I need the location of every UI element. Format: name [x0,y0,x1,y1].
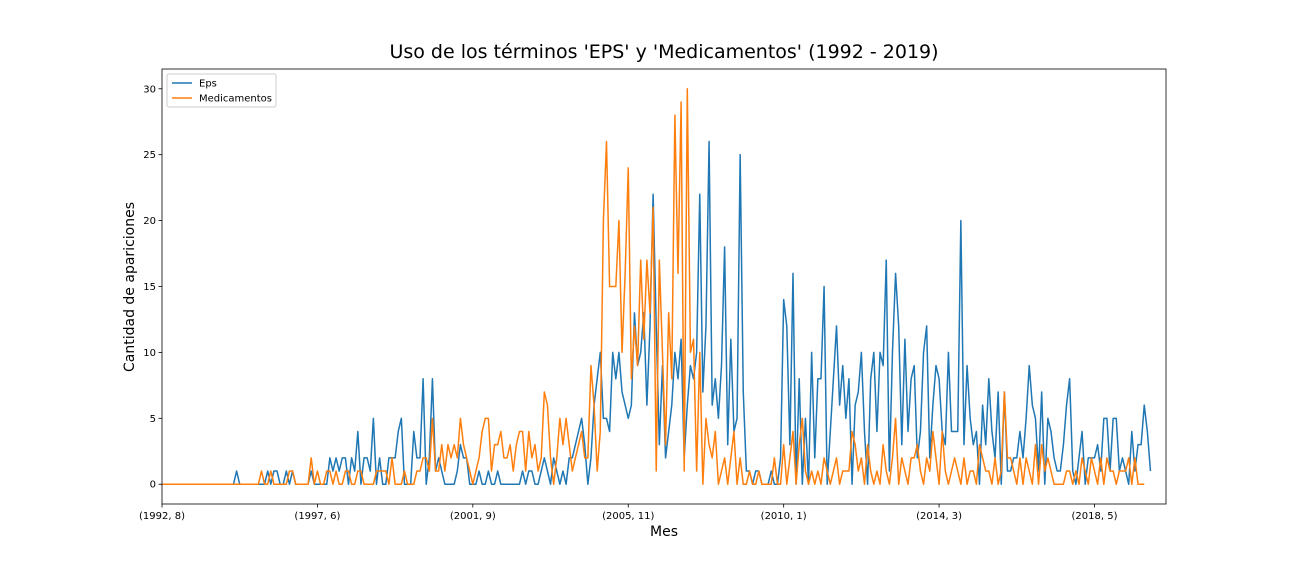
x-tick-label: (2018, 5) [1072,511,1118,522]
y-tick-label: 20 [143,216,156,227]
legend-box [166,73,277,108]
axes-layer: (1992, 8) (1997, 6) (2001, 9) (2005, 11) (20… [139,68,1167,522]
y-tick-label: 15 [143,282,156,293]
legend-label-medicamentos: Medicamentos [199,94,272,105]
y-tick-label: 0 [150,480,156,491]
x-tick-label: (2001, 9) [450,511,496,522]
y-tick-label: 25 [143,150,156,161]
x-tick-label: (2010, 1) [761,511,807,522]
x-axis-label: Mes [650,524,678,540]
chart-title: Uso de los términos 'EPS' y 'Medicamento… [389,41,938,63]
legend-label-eps: Eps [199,79,217,90]
y-tick-label: 5 [150,414,156,425]
series-layer [162,88,1152,485]
x-tick-label: (1992, 8) [139,511,185,522]
x-tick-label: (2005, 11) [602,511,654,522]
legend: Eps Medicamentos [166,73,277,108]
series-line-medicamentos [162,88,1145,485]
x-tick-label: (2014, 3) [916,511,962,522]
series-line-eps [162,140,1152,485]
y-tick-label: 10 [143,348,156,359]
x-tick-label: (1997, 6) [294,511,340,522]
y-tick-label: 30 [143,84,156,95]
y-axis-label: Cantidad de apariciones [122,202,138,372]
